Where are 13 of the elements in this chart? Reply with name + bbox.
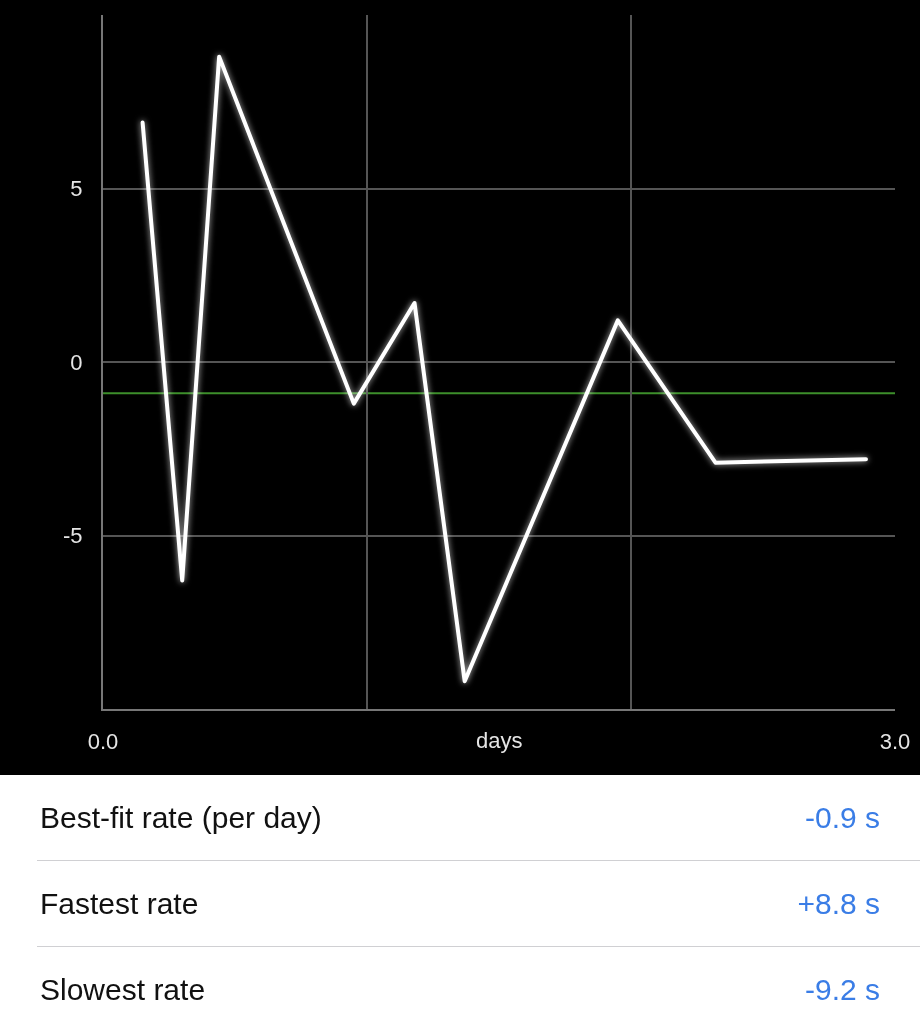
text: Fastest rate: [40, 886, 199, 921]
line-series: [140, 54, 868, 684]
y-tick-label: -5: [63, 523, 83, 549]
y-tick-label: 0: [70, 349, 83, 375]
x-tick-label: 0.0: [87, 729, 119, 755]
text: Slowest rate: [40, 972, 206, 1007]
x-tick-label: 3.0: [879, 729, 911, 755]
text: -0.9 s: [804, 800, 880, 835]
text: Best-fit rate (per day): [40, 800, 322, 835]
x-axis-title: days: [476, 728, 523, 753]
y-tick-label: 5: [70, 176, 83, 202]
text: -9.2 s: [804, 972, 880, 1007]
text: +8.8 s: [797, 886, 880, 921]
